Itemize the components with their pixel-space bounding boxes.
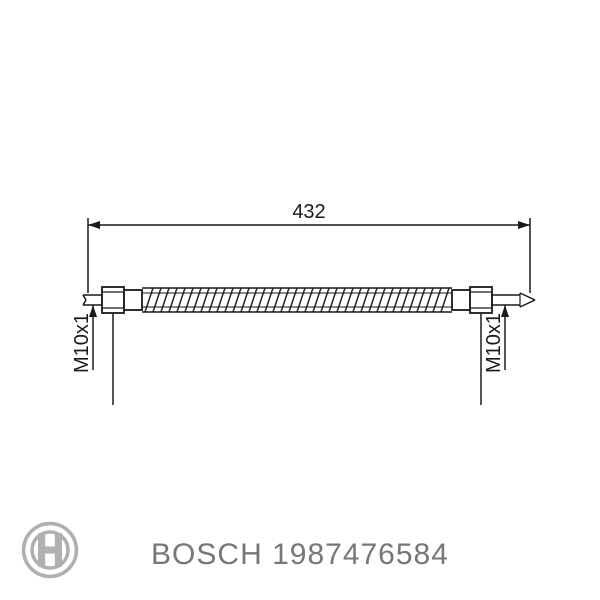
brand-name: BOSCH: [151, 538, 263, 571]
thread-callout-left: M10x1: [71, 305, 113, 405]
dimension-length-label: 432: [292, 201, 325, 223]
thread-callout-right: M10x1: [481, 305, 509, 405]
diagram-canvas: 432: [0, 0, 600, 600]
thread-label-left: M10x1: [71, 313, 93, 373]
right-fitting: [452, 287, 535, 313]
hose-body: [142, 288, 452, 312]
hose-assembly: [83, 287, 535, 313]
part-number: 1987476584: [272, 538, 449, 571]
footer-text: BOSCH 1987476584: [0, 538, 600, 572]
dimension-overall: 432: [88, 201, 530, 293]
technical-drawing: 432: [0, 0, 600, 600]
thread-label-right: M10x1: [483, 313, 505, 373]
